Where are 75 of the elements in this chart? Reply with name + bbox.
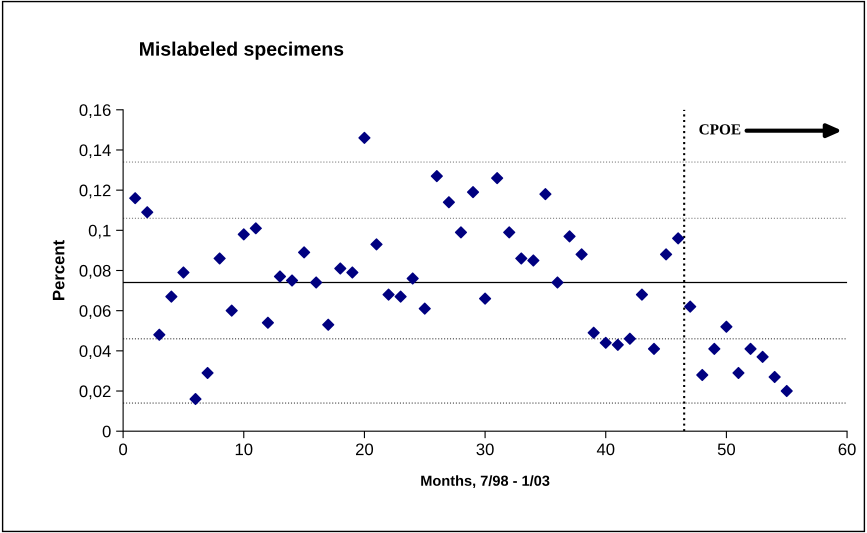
point xyxy=(430,170,443,182)
x-tick-label: 0 xyxy=(119,443,128,456)
point xyxy=(382,288,395,301)
point xyxy=(310,276,322,289)
point xyxy=(744,342,757,355)
point xyxy=(696,368,708,382)
point xyxy=(720,320,732,333)
point xyxy=(732,366,745,380)
point xyxy=(491,172,504,184)
point xyxy=(165,290,178,303)
y-tick-label: 0,08 xyxy=(80,264,111,279)
point xyxy=(334,262,346,275)
point xyxy=(202,366,214,380)
point xyxy=(551,276,564,289)
point xyxy=(708,342,720,355)
point xyxy=(226,304,238,317)
y-tick-label: 0,16 xyxy=(80,104,111,118)
point xyxy=(515,252,528,265)
y-tick-label: 0,12 xyxy=(80,184,110,198)
point xyxy=(370,238,383,250)
point xyxy=(756,350,769,363)
point xyxy=(322,318,334,331)
y-tick-label: 0,04 xyxy=(80,345,111,360)
point xyxy=(672,232,684,244)
y-tick-label: 0,14 xyxy=(80,144,111,158)
point xyxy=(141,206,154,218)
point xyxy=(660,248,672,260)
point xyxy=(250,222,262,234)
point xyxy=(177,266,190,279)
point xyxy=(588,326,600,339)
y-tick-label: 0,06 xyxy=(80,305,111,319)
point xyxy=(274,270,286,283)
point xyxy=(780,384,793,398)
point xyxy=(600,336,612,349)
point xyxy=(129,192,142,204)
point xyxy=(262,316,274,329)
y-tick-label: 0 xyxy=(102,426,111,438)
chart-title: Mislabeled specimens xyxy=(140,42,344,60)
point xyxy=(454,226,468,238)
point xyxy=(503,226,516,238)
point xyxy=(189,392,202,406)
point xyxy=(612,338,624,351)
point xyxy=(563,230,576,242)
point xyxy=(238,228,250,240)
y-axis-title: Percent xyxy=(52,240,64,300)
x-tick-label: 30 xyxy=(476,443,494,456)
point xyxy=(624,332,636,345)
point xyxy=(346,266,358,279)
point xyxy=(286,274,298,287)
point xyxy=(768,370,781,384)
point xyxy=(442,196,455,208)
point xyxy=(418,302,431,315)
point xyxy=(466,186,480,198)
y-tick-label: 0,1 xyxy=(88,224,110,238)
point xyxy=(636,288,648,301)
x-tick-label: 60 xyxy=(838,443,856,456)
point xyxy=(539,188,552,200)
ref-line-label: CPOE xyxy=(699,124,740,135)
x-tick-label: 50 xyxy=(718,443,736,456)
point xyxy=(648,342,660,355)
point xyxy=(479,292,492,305)
x-axis-title: Months, 7/98 - 1/03 xyxy=(421,475,550,488)
x-tick-label: 40 xyxy=(596,443,614,456)
point xyxy=(214,252,226,265)
point xyxy=(684,300,696,313)
point xyxy=(394,290,407,303)
point xyxy=(406,272,419,285)
point xyxy=(576,248,588,260)
point xyxy=(527,254,540,267)
y-tick-label: 0,02 xyxy=(80,385,110,400)
x-tick-label: 20 xyxy=(356,443,374,456)
point xyxy=(298,246,310,258)
point xyxy=(153,328,166,341)
point xyxy=(358,132,371,144)
x-tick-label: 10 xyxy=(236,443,252,456)
